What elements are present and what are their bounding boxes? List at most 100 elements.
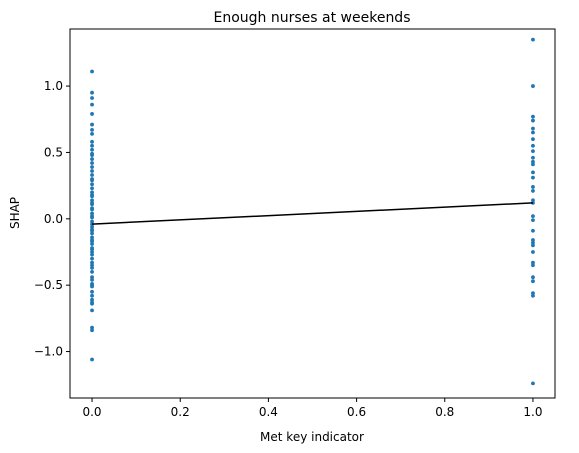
scatter-point xyxy=(90,147,94,152)
x-tick-label: 0.2 xyxy=(171,405,190,419)
scatter-point xyxy=(90,186,94,191)
scatter-point xyxy=(90,283,94,288)
x-tick-label: 1.0 xyxy=(523,405,542,419)
y-tick-label: −1.0 xyxy=(34,345,63,359)
scatter-point xyxy=(531,114,535,119)
scatter-point xyxy=(90,219,94,224)
scatter-point xyxy=(90,263,94,268)
scatter-point xyxy=(90,328,94,333)
scatter-point xyxy=(531,37,535,42)
scatter-point xyxy=(90,96,94,100)
scatter-point xyxy=(531,293,535,298)
scatter-point xyxy=(90,143,94,148)
scatter-point xyxy=(90,270,94,274)
scatter-point xyxy=(90,250,94,254)
scatter-point xyxy=(90,300,94,305)
scatter-point xyxy=(90,224,94,229)
scatter-point xyxy=(531,260,535,265)
scatter-point xyxy=(90,112,94,116)
scatter-point xyxy=(531,185,535,189)
scatter-point xyxy=(90,242,94,246)
scatter-point xyxy=(531,291,535,296)
scatter-point xyxy=(90,222,94,227)
scatter-point xyxy=(90,177,94,181)
scatter-point xyxy=(90,357,94,362)
x-tick-label: 0.6 xyxy=(347,405,366,419)
scatter-point xyxy=(531,155,535,160)
scatter-point xyxy=(531,84,535,88)
scatter-point xyxy=(531,118,535,123)
y-tick-label: 0.5 xyxy=(44,145,63,159)
scatter-point xyxy=(90,182,94,187)
y-axis-label: SHAP xyxy=(8,197,22,229)
scatter-point xyxy=(90,157,94,161)
x-tick-label: 0.4 xyxy=(259,405,278,419)
scatter-point xyxy=(531,243,535,248)
chart-title: Enough nurses at weekends xyxy=(214,10,411,26)
scatter-point xyxy=(531,170,535,175)
scatter-point xyxy=(90,122,94,127)
scatter-point xyxy=(531,159,535,164)
scatter-point xyxy=(90,131,94,136)
y-tick-label: 0.0 xyxy=(44,212,63,226)
scatter-point xyxy=(90,190,94,195)
scatter-point xyxy=(531,238,535,242)
scatter-point xyxy=(90,193,94,197)
scatter-point xyxy=(90,308,94,313)
scatter-point xyxy=(531,189,535,193)
scatter-point xyxy=(531,214,535,219)
scatter-point xyxy=(531,198,535,203)
scatter-point xyxy=(90,252,94,257)
scatter-point xyxy=(90,102,94,107)
axis-ticks: 0.0 0.2 0.4 0.6 0.8 1.0 −1.0 −0.5 0.0 0.5 1.0 xyxy=(34,79,543,419)
scatter-point xyxy=(90,90,94,95)
scatter-point xyxy=(90,169,94,173)
scatter-point xyxy=(90,127,94,132)
y-tick-label: −0.5 xyxy=(34,278,63,292)
scatter-point xyxy=(90,256,94,261)
scatter-point xyxy=(90,325,94,330)
scatter-point xyxy=(531,143,535,148)
scatter-point xyxy=(531,279,535,284)
scatter-point xyxy=(531,130,535,135)
scatter-point xyxy=(531,263,535,268)
scatter-point xyxy=(531,149,535,154)
scatter-point xyxy=(90,297,94,302)
scatter-point xyxy=(90,228,94,233)
scatter-point xyxy=(531,137,535,142)
scatter-point xyxy=(531,381,535,386)
scatter-point xyxy=(90,139,94,144)
scatter-point xyxy=(90,161,94,165)
scatter-point xyxy=(531,162,535,167)
x-tick-label: 0.0 xyxy=(82,405,101,419)
x-axis-label: Met key indicator xyxy=(260,430,364,444)
x-tick-label: 0.8 xyxy=(435,405,454,419)
scatter-point xyxy=(90,260,94,265)
scatter-point xyxy=(90,238,94,242)
scatter-point xyxy=(531,126,535,131)
scatter-point xyxy=(90,69,94,74)
scatter-point xyxy=(531,275,535,280)
scatter-point xyxy=(531,228,535,233)
y-tick-label: 1.0 xyxy=(44,79,63,93)
scatter-point xyxy=(90,200,94,205)
scatter-point xyxy=(90,247,94,252)
scatter-point xyxy=(90,153,94,157)
scatter-point xyxy=(90,231,94,236)
scatter-point xyxy=(90,289,94,294)
scatter-point xyxy=(90,214,94,219)
plot-area xyxy=(90,37,535,386)
axes-frame xyxy=(69,28,556,399)
scatter-point xyxy=(90,173,94,177)
scatter-point xyxy=(531,175,535,180)
scatter-point xyxy=(90,275,94,280)
scatter-point xyxy=(90,266,94,270)
scatter-point xyxy=(90,235,94,240)
scatter-point xyxy=(90,277,94,282)
scatter-point xyxy=(90,207,94,212)
scatter-point xyxy=(90,211,94,216)
scatter-point xyxy=(90,165,94,169)
scatter-point xyxy=(531,218,535,223)
